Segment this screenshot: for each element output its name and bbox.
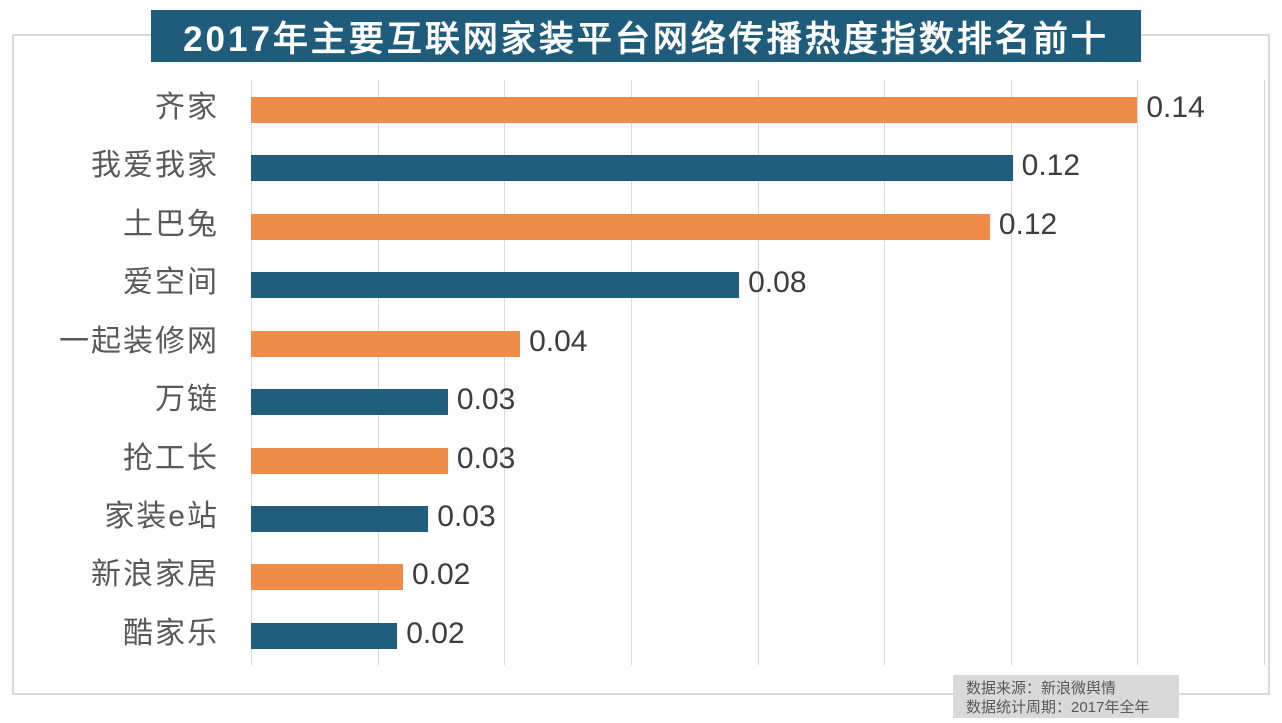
category-label: 我爱我家 <box>91 149 219 183</box>
category-label: 抢工长 <box>123 441 219 475</box>
data-period-line: 数据统计周期：2017年全年 <box>966 699 1150 716</box>
value-label: 0.03 <box>456 383 516 417</box>
category-label: 土巴兔 <box>123 207 219 241</box>
category-label: 家装e站 <box>104 499 219 533</box>
bar <box>251 213 990 240</box>
gridline <box>1010 80 1012 665</box>
value-axis-line <box>251 80 252 665</box>
chart-frame <box>12 34 1270 695</box>
category-label: 新浪家居 <box>91 558 219 592</box>
gridline <box>884 80 886 665</box>
gridline <box>377 80 379 665</box>
category-label: 爱空间 <box>123 266 219 300</box>
bar <box>251 505 429 532</box>
category-label: 一起装修网 <box>59 324 219 358</box>
bar <box>251 330 521 357</box>
category-label: 齐家 <box>155 91 219 124</box>
bar <box>251 97 1138 123</box>
value-label: 0.14 <box>1146 91 1205 124</box>
category-label: 酷家乐 <box>123 616 219 650</box>
category-label: 万链 <box>155 383 219 417</box>
bar <box>251 272 740 299</box>
value-label: 0.12 <box>1021 149 1081 183</box>
value-label: 0.03 <box>456 441 516 475</box>
gridline <box>1264 80 1265 665</box>
value-label: 0.12 <box>998 207 1058 241</box>
bar <box>251 564 403 591</box>
gridline <box>1137 80 1139 665</box>
value-label: 0.02 <box>411 558 471 592</box>
bar <box>251 155 1013 182</box>
data-source-note: 数据来源：新浪微舆情 数据统计周期：2017年全年 <box>953 675 1179 718</box>
gridline <box>630 80 632 665</box>
gridline <box>504 80 506 665</box>
data-source-line: 数据来源：新浪微舆情 <box>966 680 1117 697</box>
chart-title: 2017年主要互联网家装平台网络传播热度指数排名前十 <box>151 10 1141 62</box>
bar <box>251 622 398 649</box>
value-label: 0.03 <box>437 499 496 533</box>
value-label: 0.08 <box>748 266 807 300</box>
bar <box>251 389 448 416</box>
bar <box>251 447 448 474</box>
gridline <box>757 80 759 665</box>
value-label: 0.02 <box>406 616 465 650</box>
value-label: 0.04 <box>529 324 588 358</box>
